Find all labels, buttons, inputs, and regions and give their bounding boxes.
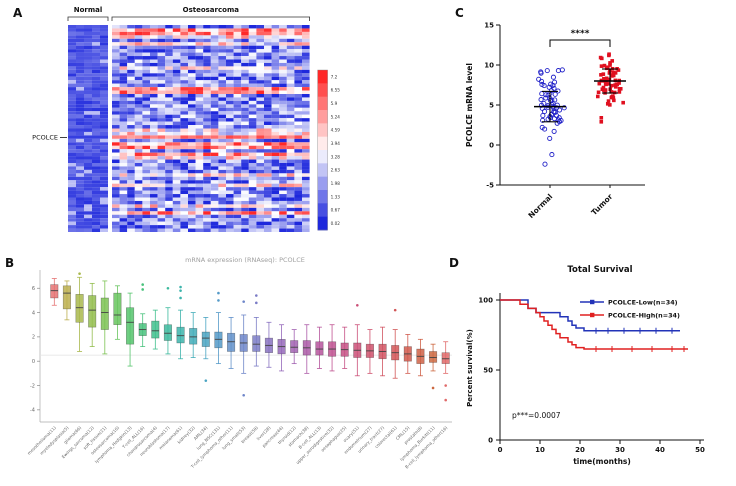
errorbar-tumor — [594, 68, 626, 94]
svg-text:6.55: 6.55 — [331, 88, 341, 93]
svg-text:-4: -4 — [30, 408, 35, 414]
survival-curve-high — [500, 299, 688, 352]
panel-d-survival: Total Survival 0 50 100 0 10 20 30 40 50 Percent s… — [466, 265, 705, 466]
group-brackets: Normal Osteosarcoma — [67, 6, 310, 21]
dotplot-ylabel: PCOLCE mRNA level — [465, 63, 474, 147]
svg-text:6: 6 — [32, 286, 35, 292]
svg-text:Normal: Normal — [74, 6, 103, 14]
svg-text:0: 0 — [498, 446, 503, 454]
svg-text:15: 15 — [484, 21, 494, 29]
svg-text:5.24: 5.24 — [331, 114, 341, 119]
errorbar-normal — [534, 90, 566, 123]
svg-text:0.67: 0.67 — [331, 208, 341, 213]
svg-text:1.98: 1.98 — [331, 181, 341, 186]
box-10: melanoma(61) — [158, 285, 185, 451]
svg-text:3.28: 3.28 — [331, 154, 341, 159]
svg-text:5.9: 5.9 — [331, 101, 338, 106]
svg-text:Tumor: Tumor — [589, 192, 614, 217]
svg-text:10: 10 — [484, 61, 494, 69]
survival-xlabel: time(months) — [573, 457, 631, 466]
svg-text:0: 0 — [488, 436, 493, 444]
panel-d-label: D — [449, 256, 459, 270]
svg-text:0.02: 0.02 — [331, 221, 341, 226]
svg-text:50: 50 — [695, 446, 705, 454]
heatmap-grid — [68, 25, 310, 232]
svg-text:1.33: 1.33 — [331, 194, 341, 199]
svg-text:20: 20 — [575, 446, 585, 454]
axes: 15 10 5 0 -5 Normal Tumor — [484, 21, 645, 220]
svg-text:-5: -5 — [486, 181, 494, 189]
legend: PCOLCE-Low(n=34) PCOLCE-High(n=34) — [580, 299, 680, 320]
svg-text:50: 50 — [483, 366, 493, 374]
svg-text:PCOLCE-Low(n=34): PCOLCE-Low(n=34) — [608, 299, 678, 307]
panel-b-boxplot: mRNA expression (RNAseq): PCOLCE 6 4 2 0 -2 -4… — [26, 256, 452, 470]
svg-text:4: 4 — [32, 310, 35, 316]
svg-text:4.59: 4.59 — [331, 128, 341, 133]
svg-text:5: 5 — [489, 101, 494, 109]
scatter-group-normal — [536, 67, 567, 167]
scatter-group-tumor — [595, 52, 625, 124]
box-13: lung_NSC(131) — [196, 291, 223, 451]
box-0: mesothelioma(11) — [26, 278, 59, 456]
p-value-text: p***=0.0007 — [512, 411, 561, 420]
svg-text:-2: -2 — [30, 383, 35, 389]
svg-text:Normal: Normal — [526, 192, 554, 220]
svg-text:0: 0 — [489, 141, 494, 149]
svg-text:PCOLCE: PCOLCE — [32, 133, 58, 141]
panel-c-dotplot: 15 10 5 0 -5 Normal Tumor PCOLCE mRNA level **** — [465, 21, 645, 220]
svg-text:30: 30 — [615, 446, 625, 454]
svg-text:0: 0 — [32, 359, 35, 365]
colorbar: 7.2 6.55 5.9 5.24 4.59 3.94 3.28 2.63 1.98 1.33 0.… — [317, 69, 341, 231]
boxplot-title: mRNA expression (RNAseq): PCOLCE — [185, 256, 305, 264]
svg-text:10: 10 — [535, 446, 545, 454]
svg-text:7.2: 7.2 — [331, 74, 338, 79]
axes: 0 50 100 0 10 20 30 40 50 — [478, 293, 705, 454]
svg-text:3.94: 3.94 — [331, 141, 341, 146]
svg-text:Osteosarcoma: Osteosarcoma — [183, 6, 240, 14]
box-15: lung_small(53) — [221, 300, 248, 451]
panel-b-label: B — [5, 256, 15, 270]
svg-text:2.63: 2.63 — [331, 168, 341, 173]
svg-text:40: 40 — [655, 446, 665, 454]
significance-bracket: **** — [549, 29, 611, 47]
svg-text:2: 2 — [32, 335, 35, 341]
panel-c-label: C — [455, 6, 464, 20]
panel-a-heatmap: Normal Osteosarcoma PCOLCE 7.2 6.55 5.9 5.24 4.… — [32, 6, 341, 232]
svg-text:100: 100 — [478, 296, 493, 304]
panel-a-label: A — [13, 6, 23, 20]
survival-title: Total Survival — [567, 265, 632, 275]
survival-ylabel: Percent survival(%) — [466, 329, 474, 407]
gene-row-label: PCOLCE — [32, 133, 67, 141]
svg-text:****: **** — [571, 29, 590, 39]
svg-text:PCOLCE-High(n=34): PCOLCE-High(n=34) — [608, 312, 680, 320]
